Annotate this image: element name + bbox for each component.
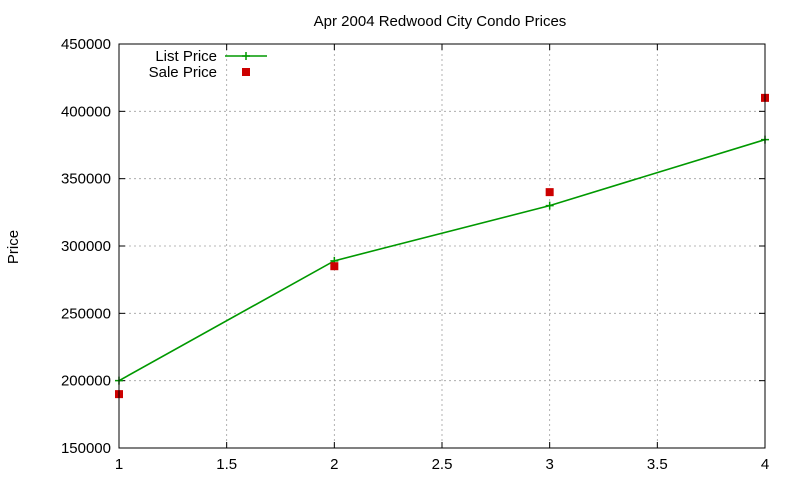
y-tick-label: 450000 <box>61 36 111 53</box>
legend-swatch-square <box>242 68 250 76</box>
sale-price-point <box>545 188 554 197</box>
legend-label: List Price <box>155 48 217 65</box>
y-tick-label: 400000 <box>61 103 111 120</box>
x-tick-label: 3 <box>545 456 553 473</box>
legend-swatch-cross <box>242 52 250 60</box>
x-tick-label: 2 <box>330 456 338 473</box>
plot-frame <box>118 43 766 449</box>
y-tick-label: 350000 <box>61 171 111 188</box>
list-price-point <box>545 201 554 210</box>
legend-label: Sale Price <box>149 64 217 81</box>
list-price-line <box>118 138 766 382</box>
x-tick-label: 1 <box>115 456 123 473</box>
x-tick-label: 2.5 <box>432 456 453 473</box>
grid <box>118 43 766 449</box>
y-tick-label: 250000 <box>61 305 111 322</box>
x-tick-label: 4 <box>761 456 769 473</box>
x-tick-label: 3.5 <box>647 456 668 473</box>
chart-title: Apr 2004 Redwood City Condo Prices <box>314 13 567 30</box>
y-axis-label: Price <box>5 230 22 264</box>
y-tick-label: 200000 <box>61 373 111 390</box>
tick-labels: 150000 200000 250000 300000 350000 400000 4500… <box>61 36 769 473</box>
y-tick-label: 300000 <box>61 238 111 255</box>
sale-price-point <box>330 262 339 271</box>
y-tick-label: 150000 <box>61 440 111 457</box>
x-tick-label: 1.5 <box>216 456 237 473</box>
